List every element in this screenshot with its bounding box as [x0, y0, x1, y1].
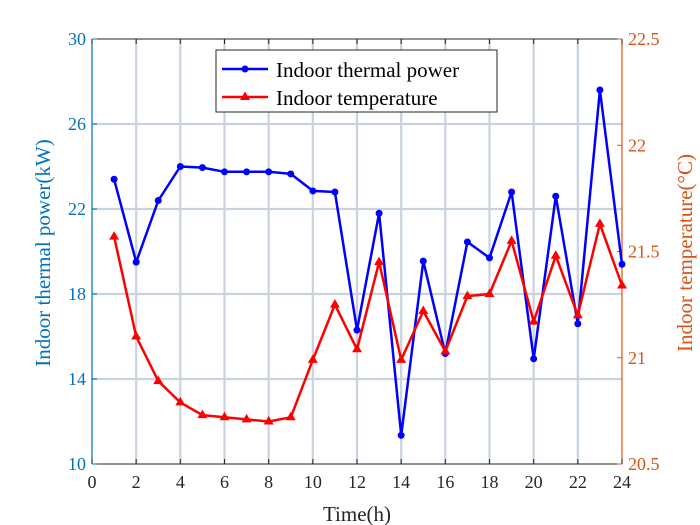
y-left-tick-label: 18 — [68, 284, 86, 304]
data-point-indoor-temperature — [418, 305, 429, 314]
data-point-indoor-temperature — [197, 409, 208, 419]
series-line-indoor-temperature — [112, 222, 624, 423]
legend: Indoor thermal power Indoor temperature — [215, 49, 498, 113]
y-right-tick-label: 20.5 — [628, 454, 660, 474]
data-point-indoor-thermal-power — [198, 164, 206, 172]
y-left-tick-label: 26 — [68, 114, 86, 134]
data-point-indoor-temperature — [109, 231, 120, 240]
data-point-indoor-thermal-power — [287, 170, 295, 178]
series-layer — [109, 86, 627, 439]
data-point-indoor-temperature — [594, 218, 605, 227]
data-point-indoor-thermal-power — [110, 175, 118, 183]
y-axis-left-label: Indoor thermal power(kW) — [31, 139, 55, 366]
data-point-indoor-thermal-power — [397, 431, 405, 439]
x-tick-label: 4 — [176, 472, 185, 492]
data-point-indoor-thermal-power — [508, 188, 516, 196]
series-line-indoor-thermal-power — [112, 88, 624, 437]
x-tick-label: 8 — [264, 472, 273, 492]
data-point-indoor-thermal-power — [375, 209, 383, 217]
x-tick-label: 16 — [436, 472, 454, 492]
x-tick-label: 0 — [88, 472, 97, 492]
x-tick-label: 2 — [132, 472, 141, 492]
data-point-indoor-thermal-power — [574, 320, 582, 328]
y-right-tick-label: 21.5 — [628, 242, 660, 262]
legend-label-thermal-power: Indoor thermal power — [276, 58, 459, 82]
x-tick-label: 12 — [348, 472, 366, 492]
data-point-indoor-thermal-power — [353, 326, 361, 334]
data-point-indoor-temperature — [307, 354, 318, 363]
data-point-indoor-temperature — [550, 250, 561, 259]
data-point-indoor-temperature — [241, 413, 252, 423]
data-point-indoor-temperature — [263, 416, 274, 425]
data-point-indoor-temperature — [396, 354, 407, 363]
data-point-indoor-temperature — [352, 343, 362, 353]
data-point-indoor-temperature — [153, 375, 164, 385]
data-point-indoor-temperature — [506, 235, 517, 244]
y-left-tick-label: 14 — [68, 369, 86, 389]
x-tick-label: 22 — [569, 472, 587, 492]
data-point-indoor-thermal-power — [463, 238, 471, 246]
y-axis-right-label: Indoor temperature(°C) — [673, 154, 697, 352]
data-point-indoor-thermal-power — [618, 260, 626, 268]
data-point-indoor-thermal-power — [331, 188, 339, 196]
legend-marker-thermal-power — [241, 65, 249, 73]
y-right-tick-label: 22.5 — [628, 29, 660, 49]
x-tick-label: 18 — [481, 472, 499, 492]
data-point-indoor-thermal-power — [486, 254, 493, 262]
x-axis-label: Time(h) — [323, 502, 391, 525]
data-point-indoor-thermal-power — [221, 168, 228, 176]
data-point-indoor-temperature — [572, 309, 583, 319]
data-point-indoor-temperature — [374, 256, 385, 266]
y-left-tick-label: 30 — [68, 29, 86, 49]
data-point-indoor-temperature — [285, 411, 296, 421]
data-point-indoor-thermal-power — [132, 258, 140, 266]
data-point-indoor-temperature — [219, 411, 230, 421]
y-left-tick-label: 22 — [68, 199, 86, 219]
data-point-indoor-thermal-power — [309, 187, 317, 195]
data-point-indoor-temperature — [329, 299, 340, 308]
data-point-indoor-thermal-power — [154, 197, 162, 204]
tick-labels: 0 2 4 6 8 10 12 14 16 18 20 22 2410141822263020.5212… — [68, 29, 660, 492]
data-point-indoor-thermal-power — [530, 355, 538, 363]
x-tick-label: 14 — [392, 472, 410, 492]
x-tick-label: 6 — [220, 472, 229, 492]
y-right-tick-label: 21 — [628, 348, 646, 368]
data-point-indoor-temperature — [484, 288, 495, 297]
data-point-indoor-temperature — [131, 331, 142, 340]
x-tick-label: 20 — [525, 472, 543, 492]
data-point-indoor-thermal-power — [176, 163, 184, 170]
legend-label-temperature: Indoor temperature — [276, 86, 438, 110]
data-point-indoor-temperature — [617, 280, 627, 289]
x-tick-label: 24 — [613, 472, 631, 492]
data-point-indoor-temperature — [175, 396, 186, 406]
legend-marker-temperature — [240, 91, 250, 100]
axes — [91, 38, 623, 465]
data-point-indoor-thermal-power — [552, 192, 560, 200]
data-point-indoor-thermal-power — [265, 168, 273, 176]
data-point-indoor-temperature — [462, 290, 473, 300]
data-point-indoor-temperature — [440, 345, 451, 355]
x-tick-label: 10 — [304, 472, 322, 492]
data-point-indoor-thermal-power — [419, 257, 427, 265]
legend-box — [215, 49, 498, 113]
data-point-indoor-temperature — [528, 316, 539, 325]
y-left-tick-label: 10 — [68, 454, 86, 474]
y-right-tick-label: 22 — [628, 135, 646, 155]
data-point-indoor-thermal-power — [596, 86, 604, 94]
data-point-indoor-thermal-power — [243, 168, 251, 176]
